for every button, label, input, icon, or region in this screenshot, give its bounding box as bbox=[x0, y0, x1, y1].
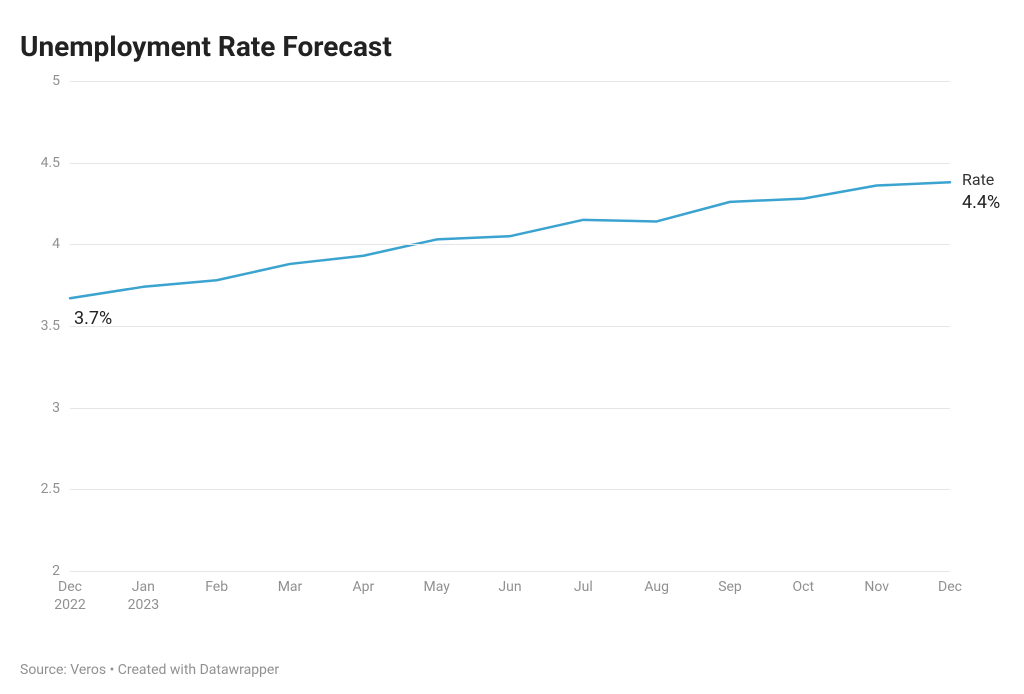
end-annotation: 4.4% bbox=[962, 192, 1000, 213]
y-axis-tick: 5 bbox=[52, 73, 60, 89]
gridline bbox=[70, 163, 950, 164]
x-axis-tick: Aug bbox=[644, 579, 669, 597]
y-axis-tick: 3.5 bbox=[41, 318, 60, 334]
x-axis-tick: Dec2022 bbox=[54, 579, 85, 614]
series-label: Rate bbox=[962, 170, 994, 189]
gridline bbox=[70, 571, 950, 572]
gridline bbox=[70, 244, 950, 245]
start-annotation: 3.7% bbox=[74, 308, 112, 329]
x-axis-tick: Mar bbox=[278, 579, 303, 597]
x-axis-tick: Nov bbox=[864, 579, 889, 597]
x-axis-tick: Feb bbox=[205, 579, 228, 597]
x-axis-tick: Apr bbox=[352, 579, 374, 597]
y-axis-tick: 2 bbox=[52, 563, 60, 579]
y-axis-tick: 4 bbox=[52, 236, 60, 252]
x-axis-tick: Jan2023 bbox=[128, 579, 159, 614]
gridline bbox=[70, 408, 950, 409]
y-axis-tick: 3 bbox=[52, 400, 60, 416]
x-axis-tick: May bbox=[423, 579, 449, 597]
x-axis-tick: Oct bbox=[793, 579, 815, 597]
x-axis-tick: Dec bbox=[938, 579, 962, 597]
series-line bbox=[70, 182, 950, 298]
gridline bbox=[70, 326, 950, 327]
gridline bbox=[70, 489, 950, 490]
y-axis-tick: 2.5 bbox=[41, 481, 60, 497]
x-axis-tick: Jul bbox=[574, 579, 593, 597]
chart-container: Unemployment Rate Forecast 2 2.5 3 3.5 4 4.5 5… bbox=[0, 0, 1024, 694]
plot-area: 22.533.544.55Dec2022Jan2023FebMarAprMayJ… bbox=[70, 81, 950, 571]
gridline bbox=[70, 81, 950, 82]
chart-footer: Source: Veros • Created with Datawrapper bbox=[20, 662, 279, 678]
x-axis-tick: Jun bbox=[498, 579, 521, 597]
chart-title: Unemployment Rate Forecast bbox=[20, 30, 1004, 63]
chart-wrap: 2 2.5 3 3.5 4 4.5 5 Dec2022 Jan2023 Feb Mar Apr May J… bbox=[20, 71, 1004, 631]
x-axis-tick: Sep bbox=[718, 579, 742, 597]
y-axis-tick: 4.5 bbox=[41, 155, 60, 171]
